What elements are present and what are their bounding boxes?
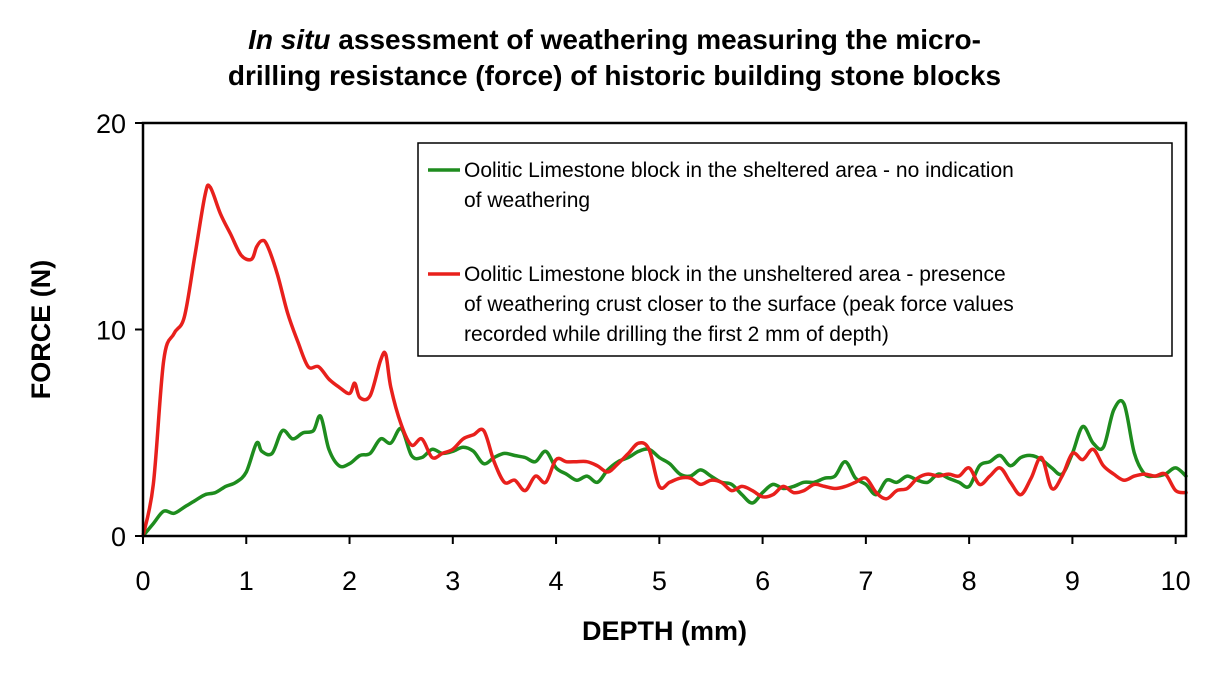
legend-label-1: Oolitic Limestone block in the sheltered…	[464, 159, 1014, 182]
x-tick-label: 5	[652, 566, 667, 596]
legend-label-2: recorded while drilling the first 2 mm o…	[464, 323, 889, 346]
y-axis-title: FORCE (N)	[26, 260, 56, 399]
x-tick-label: 7	[858, 566, 873, 596]
x-tick-label: 6	[755, 566, 770, 596]
chart-title-rest: assessment of weathering measuring the m…	[330, 24, 981, 55]
x-tick-label: 1	[239, 566, 254, 596]
ticks-layer: 0 1 2 3 4 5 6 7 8 9 10 0 10 20	[96, 109, 1191, 596]
legend: Oolitic Limestone block in the sheltered…	[417, 142, 1173, 357]
chart-title-line-2: drilling resistance (force) of historic …	[227, 60, 1002, 91]
x-tick-label: 4	[549, 566, 564, 596]
series-line-2	[141, 183, 1188, 538]
series-layer	[141, 183, 1188, 538]
x-tick-label: 2	[342, 566, 357, 596]
y-tick-label: 0	[111, 522, 126, 552]
x-tick-label: 8	[962, 566, 977, 596]
chart-title-line-1: In situ assessment of weathering measuri…	[0, 22, 1229, 58]
legend-label-1: of weathering	[464, 189, 590, 212]
chart-title: In situ assessment of weathering measuri…	[0, 22, 1229, 94]
y-tick-label: 10	[96, 316, 126, 346]
x-tick-label: 3	[445, 566, 460, 596]
chart-title-italic: In situ	[248, 24, 331, 55]
series-line-1	[141, 398, 1188, 538]
legend-box	[417, 142, 1173, 357]
legend-label-2: of weathering crust closer to the surfac…	[464, 293, 1014, 316]
y-tick-label: 20	[96, 109, 126, 139]
x-tick-label: 9	[1065, 566, 1080, 596]
x-tick-label: 10	[1161, 566, 1191, 596]
x-axis-title: DEPTH (mm)	[582, 616, 747, 646]
legend-label-2: Oolitic Limestone block in the unshelter…	[464, 263, 1006, 286]
x-tick-label: 0	[135, 566, 150, 596]
